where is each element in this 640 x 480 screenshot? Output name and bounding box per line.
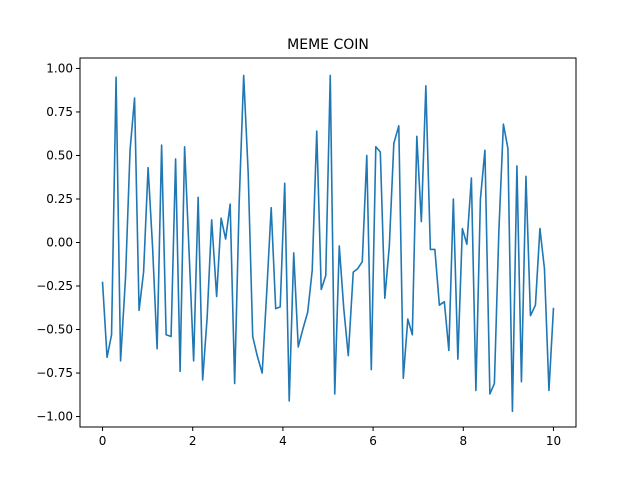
y-tick-label: −0.50: [36, 323, 73, 337]
x-tick-label: 0: [99, 434, 107, 448]
series-line: [101, 74, 555, 413]
y-tick-label: −0.75: [36, 366, 73, 380]
x-tick-label: 10: [546, 434, 561, 448]
x-tick-label: 8: [459, 434, 467, 448]
y-tick-label: 0.50: [46, 148, 73, 162]
y-tick-label: 0.00: [46, 236, 73, 250]
chart-title: MEME COIN: [287, 37, 369, 53]
x-tick-label: 2: [189, 434, 197, 448]
y-tick-label: −1.00: [36, 410, 73, 424]
y-tick-label: 1.00: [46, 61, 73, 75]
y-tick-label: −0.25: [36, 279, 73, 293]
y-tick-label: 0.25: [46, 192, 73, 206]
x-tick-label: 6: [369, 434, 377, 448]
plot-frame: [79, 57, 577, 428]
y-tick-label: 0.75: [46, 105, 73, 119]
x-tick-label: 4: [279, 434, 287, 448]
plot-area: 0 2 4 6 8 10 −1.00 −0.75 −0.50 −0.25 0.00 0.25 0.50 0…: [36, 57, 577, 448]
